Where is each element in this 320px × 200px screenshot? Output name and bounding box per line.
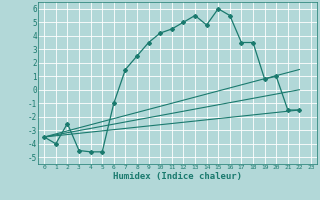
- X-axis label: Humidex (Indice chaleur): Humidex (Indice chaleur): [113, 172, 242, 181]
